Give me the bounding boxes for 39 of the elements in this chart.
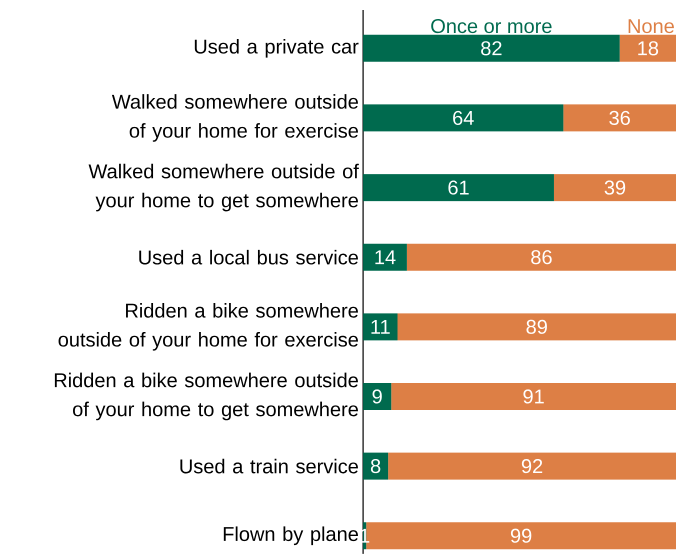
bar xyxy=(363,174,554,201)
y-tick-label: Walked somewhere outside of your home for exercise xyxy=(112,94,358,142)
y-tick-label: Ridden a bike somewhere outside of your home to get somewhere xyxy=(54,372,358,420)
data-label: 9 xyxy=(372,389,382,404)
data-label: 91 xyxy=(523,389,544,404)
data-label: 39 xyxy=(604,180,626,194)
bar xyxy=(363,243,407,270)
data-label: 14 xyxy=(375,250,396,264)
bar xyxy=(363,452,388,480)
data-label: 92 xyxy=(522,458,542,473)
data-label: 64 xyxy=(453,110,474,125)
y-tick-label: Ridden a bike somewhere outside of your home for exercise xyxy=(58,302,358,350)
data-label: 61 xyxy=(448,180,469,194)
bar xyxy=(406,243,676,270)
data-label: 99 xyxy=(510,528,532,543)
y-tick-label: Used a train service xyxy=(180,458,358,474)
series-label: Once or more xyxy=(431,18,552,33)
data-label: 36 xyxy=(609,110,630,125)
y-tick-label: Walked somewhere outside of your home to get somewhere xyxy=(88,164,359,212)
data-label: 8 xyxy=(370,458,380,473)
data-label: 82 xyxy=(481,41,502,56)
y-tick-label: Used a local bus service xyxy=(139,250,358,264)
bar xyxy=(363,382,392,410)
bar xyxy=(363,34,620,62)
bar xyxy=(563,104,676,132)
data-label: 86 xyxy=(531,250,552,264)
data-label: 18 xyxy=(638,41,658,56)
bar xyxy=(398,313,676,340)
data-label: 11 xyxy=(371,320,390,334)
bar xyxy=(391,382,676,410)
bar xyxy=(620,34,676,62)
y-tick-label: Flown by plane xyxy=(224,526,358,545)
data-label: 89 xyxy=(526,320,547,334)
bar xyxy=(388,452,676,480)
y-tick-label: Used a private car xyxy=(194,38,359,58)
bar xyxy=(363,313,398,340)
series-label: None xyxy=(628,19,674,33)
bar xyxy=(363,104,564,132)
bar xyxy=(554,174,676,201)
